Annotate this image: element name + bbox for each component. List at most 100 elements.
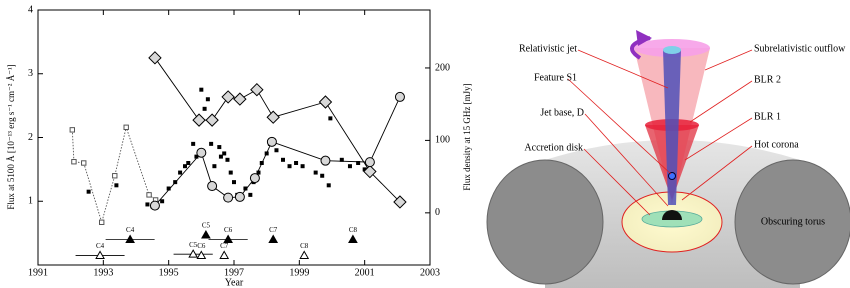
x-tick-label: 1993 — [93, 267, 113, 278]
point — [222, 91, 234, 103]
point — [114, 183, 118, 187]
point-label: C5 — [202, 222, 211, 230]
point — [319, 96, 331, 108]
diagram-label: BLR 1 — [754, 111, 781, 122]
point-label: C4 — [126, 226, 135, 234]
point — [327, 183, 331, 187]
point — [250, 174, 259, 183]
plot-frame — [38, 10, 430, 265]
point — [70, 128, 74, 132]
point — [124, 125, 128, 129]
point-label: C4 — [96, 242, 105, 250]
torus-left — [487, 160, 603, 284]
point — [251, 84, 263, 96]
y2-tick-label: 100 — [435, 135, 450, 146]
point — [229, 171, 233, 175]
point-label: C6 — [197, 242, 206, 250]
figure: Relativistic jet Subrelativistic outflow… — [0, 0, 850, 288]
point — [328, 116, 332, 120]
point — [160, 199, 164, 203]
point — [208, 182, 217, 191]
point — [209, 142, 213, 146]
point — [267, 111, 279, 123]
x-tick-label: 1991 — [28, 267, 48, 278]
point — [100, 220, 104, 224]
point — [320, 174, 324, 178]
point — [294, 161, 298, 165]
point — [147, 193, 151, 197]
leader-line — [705, 50, 752, 70]
x-tick-label: 2003 — [420, 267, 440, 278]
point — [321, 156, 330, 165]
point — [301, 164, 305, 168]
point — [113, 174, 117, 178]
point — [365, 158, 374, 167]
diagram-label: Subrelativistic outflow — [754, 43, 846, 54]
chart: Year Flux at 5100 Å [10⁻¹³ erg s⁻¹ cm⁻² … — [6, 4, 472, 288]
diagram-label: Hot corona — [754, 139, 799, 150]
point — [206, 114, 218, 126]
x-tick-label: 1997 — [224, 267, 244, 278]
y-tick-label: 3 — [28, 68, 33, 79]
point — [300, 251, 308, 258]
point — [191, 142, 195, 146]
point — [149, 52, 161, 64]
point-label: C6 — [224, 226, 233, 234]
diagram-label: Jet base, D — [540, 107, 584, 118]
point — [248, 193, 252, 197]
point — [220, 251, 228, 258]
diagram: Relativistic jet Subrelativistic outflow… — [487, 30, 850, 288]
point — [178, 171, 182, 175]
x-tick-label: 1999 — [289, 267, 309, 278]
point — [145, 202, 149, 206]
jet-top — [663, 46, 681, 54]
point — [235, 192, 244, 201]
point — [150, 201, 159, 210]
page: {"chart_data": {"type": "scatter", "x_la… — [0, 0, 850, 288]
point — [186, 161, 190, 165]
y2-tick-label: 0 — [435, 207, 440, 218]
y-tick-label: 1 — [28, 196, 33, 207]
feature-s1 — [669, 173, 676, 180]
point — [203, 107, 207, 111]
y2-tick-label: 200 — [435, 62, 450, 73]
y-tick-label: 4 — [28, 4, 33, 15]
y2-axis-label: Flux density at 15 GHz [mJy] — [462, 83, 472, 190]
point — [267, 137, 276, 146]
point — [126, 236, 134, 243]
point — [225, 158, 229, 162]
point-label: C7 — [220, 242, 229, 250]
diagram-label: BLR 2 — [754, 74, 781, 85]
point — [349, 236, 357, 243]
point — [234, 93, 246, 105]
x-axis-label: Year — [225, 277, 244, 288]
point — [82, 161, 86, 165]
point — [212, 164, 216, 168]
point — [269, 236, 277, 243]
point — [199, 88, 203, 92]
point — [222, 151, 226, 155]
point — [224, 193, 233, 202]
point — [281, 158, 285, 162]
y-tick-label: 2 — [28, 132, 33, 143]
diagram-label: Accretion disk — [524, 142, 583, 153]
point — [197, 148, 206, 157]
diagram-label: Obscuring torus — [761, 216, 825, 227]
point — [72, 160, 76, 164]
diagram-label: Feature S1 — [534, 72, 577, 83]
point — [395, 92, 404, 101]
x-tick-label: 2001 — [355, 267, 375, 278]
point — [189, 250, 197, 257]
point — [197, 251, 205, 258]
x-tick-label: 1995 — [159, 267, 179, 278]
point-label: C8 — [300, 242, 309, 250]
point — [314, 171, 318, 175]
y-axis-label: Flux at 5100 Å [10⁻¹³ erg s⁻¹ cm⁻² Å⁻¹] — [6, 64, 16, 209]
point — [96, 251, 104, 258]
point-label: C8 — [349, 226, 358, 234]
point — [217, 145, 221, 149]
point-label: C7 — [269, 226, 278, 234]
point — [193, 114, 205, 126]
diagram-label: Relativistic jet — [519, 43, 577, 54]
point — [232, 180, 236, 184]
